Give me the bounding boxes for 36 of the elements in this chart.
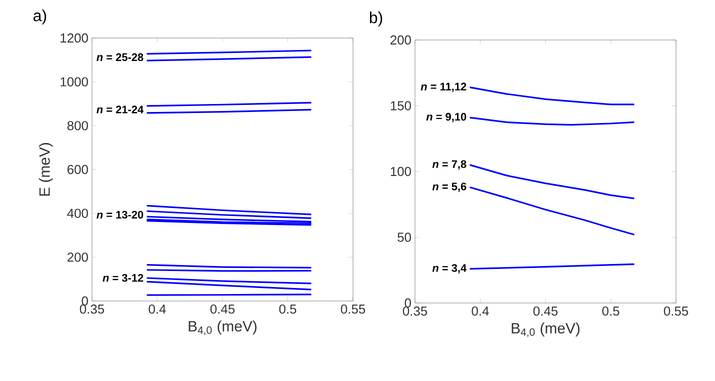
- y-tick-label: 1000: [60, 77, 88, 86]
- chart-title: b): [370, 12, 382, 26]
- y-tick-label: 150: [390, 101, 411, 110]
- x-tick-label: 0.4: [148, 304, 166, 314]
- y-tick-label: 0: [404, 298, 411, 308]
- x-tick-label: 0.5: [279, 304, 296, 314]
- annotation: n = 7,8: [432, 160, 466, 170]
- annotation: n = 25-28: [96, 53, 144, 62]
- x-tick-label: 0.35: [402, 306, 428, 316]
- chart-title: a): [34, 10, 46, 24]
- annotation: n = 9,10: [426, 112, 466, 122]
- annotation: n = 13-20: [96, 210, 144, 219]
- x-tick-label: 0.45: [533, 306, 558, 316]
- x-axis-title: B$_{4,0}$ (meV): [188, 320, 256, 336]
- annotation: n = 3,4: [432, 264, 467, 274]
- y-tick-label: 0: [82, 296, 88, 306]
- y-tick-label: 400: [67, 208, 88, 218]
- y-tick-label: 50: [398, 232, 411, 242]
- annotation: n = 5,6: [432, 182, 466, 192]
- y-axis-title: E (meV): [38, 143, 53, 196]
- y-tick-label: 200: [68, 252, 88, 262]
- x-tick-label: 0.55: [340, 304, 366, 314]
- annotation: n = 11,12: [420, 82, 466, 92]
- y-tick-label: 800: [67, 121, 88, 130]
- x-tick-label: 0.35: [80, 304, 104, 314]
- y-tick-label: 600: [68, 164, 88, 174]
- y-tick-label: 100: [390, 166, 411, 176]
- x-tick-label: 0.45: [210, 304, 235, 314]
- x-axis-title: B$_{4,0}$ (meV): [512, 322, 580, 338]
- x-tick-label: 0.4: [472, 306, 489, 316]
- annotation: n = 3-12: [102, 274, 144, 282]
- x-tick-label: 0.55: [664, 306, 688, 316]
- annotation: n = 21-24: [96, 106, 144, 114]
- x-tick-label: 0.5: [602, 306, 620, 316]
- y-tick-label: 1200: [60, 33, 88, 43]
- y-tick-label: 200: [390, 35, 411, 45]
